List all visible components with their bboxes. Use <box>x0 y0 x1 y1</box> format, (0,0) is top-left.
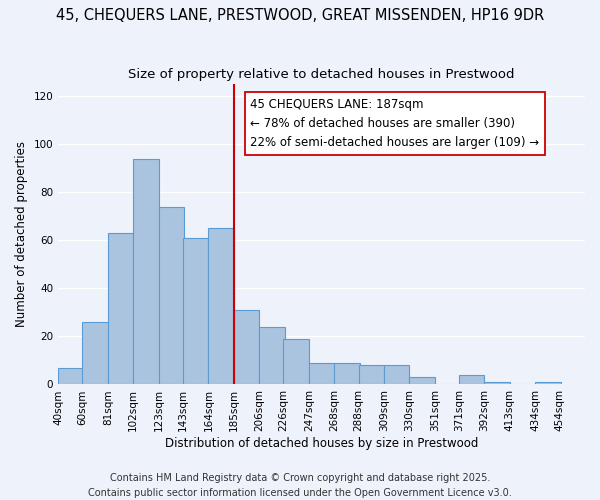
Bar <box>183 238 208 384</box>
Bar <box>309 363 334 384</box>
Text: Contains HM Land Registry data © Crown copyright and database right 2025.
Contai: Contains HM Land Registry data © Crown c… <box>88 472 512 498</box>
Y-axis label: Number of detached properties: Number of detached properties <box>15 142 28 328</box>
Bar <box>158 207 184 384</box>
Bar <box>82 322 108 384</box>
Bar <box>459 375 484 384</box>
Text: 45 CHEQUERS LANE: 187sqm
← 78% of detached houses are smaller (390)
22% of semi-: 45 CHEQUERS LANE: 187sqm ← 78% of detach… <box>250 98 539 149</box>
Bar <box>108 234 133 384</box>
Bar <box>133 159 158 384</box>
Title: Size of property relative to detached houses in Prestwood: Size of property relative to detached ho… <box>128 68 515 80</box>
Bar <box>484 382 510 384</box>
Bar <box>208 228 234 384</box>
X-axis label: Distribution of detached houses by size in Prestwood: Distribution of detached houses by size … <box>165 437 478 450</box>
Bar <box>535 382 561 384</box>
Text: 45, CHEQUERS LANE, PRESTWOOD, GREAT MISSENDEN, HP16 9DR: 45, CHEQUERS LANE, PRESTWOOD, GREAT MISS… <box>56 8 544 22</box>
Bar <box>283 339 309 384</box>
Bar <box>409 378 435 384</box>
Bar <box>58 368 83 384</box>
Bar <box>384 366 409 384</box>
Bar <box>259 327 284 384</box>
Bar <box>334 363 360 384</box>
Bar <box>359 366 384 384</box>
Bar <box>234 310 259 384</box>
